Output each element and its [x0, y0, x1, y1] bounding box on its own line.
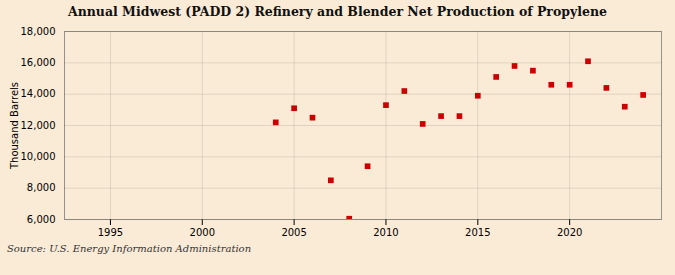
svg-text:8,000: 8,000 [27, 182, 56, 193]
svg-text:2015: 2015 [465, 227, 490, 238]
svg-text:12,000: 12,000 [21, 120, 56, 131]
svg-text:18,000: 18,000 [21, 26, 56, 37]
svg-text:6,000: 6,000 [27, 214, 56, 225]
svg-text:2020: 2020 [557, 227, 582, 238]
html-text:Source: U.S. Energy Informatio: Source: U.S. Energy Information Administ… [7, 243, 252, 254]
html-text:Annual Midwest (PADD 2) Refine: Annual Midwest (PADD 2) Refinery and Ble… [67, 4, 607, 19]
svg-text:Thousand Barrels: Thousand Barrels [9, 82, 20, 170]
svg-text:16,000: 16,000 [21, 57, 56, 68]
svg-text:1995: 1995 [98, 227, 123, 238]
svg-text:10,000: 10,000 [21, 151, 56, 162]
svg-text:2000: 2000 [190, 227, 215, 238]
svg-text:2005: 2005 [281, 227, 306, 238]
svg-text:2010: 2010 [373, 227, 398, 238]
svg-text:14,000: 14,000 [21, 88, 56, 99]
